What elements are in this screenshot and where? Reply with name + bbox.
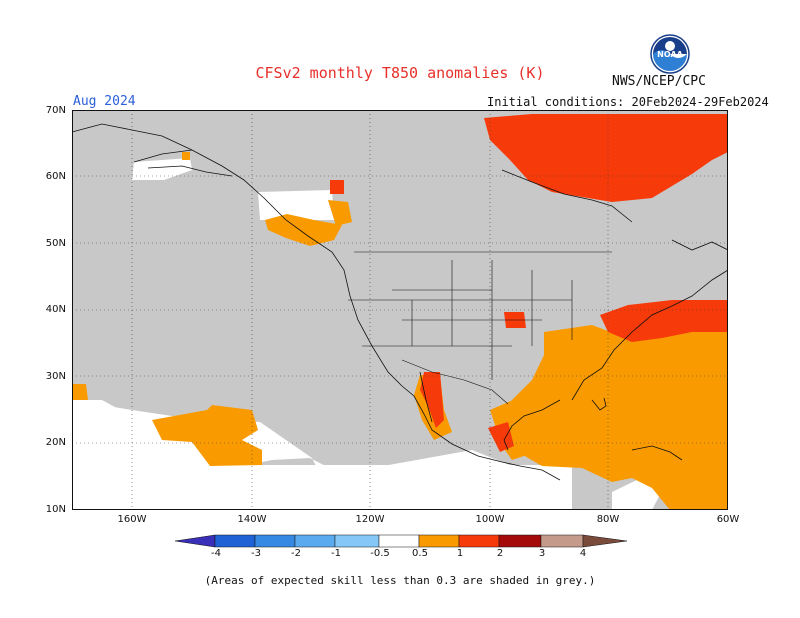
colorbar-label: -1 [331,548,341,559]
colorbar-label: 3 [538,548,546,559]
colorbar-swatch [175,534,216,548]
lon-label: 60W [716,514,740,525]
lat-label: 40N [45,304,66,315]
initial-conditions: Initial conditions: 20Feb2024-29Feb2024 [487,95,769,109]
colorbar-swatch [294,534,336,548]
lat-label: 20N [45,437,66,448]
coastlines [72,123,728,481]
lon-label: 160W [117,514,147,525]
lat-label: 60N [45,171,66,182]
colorbar-swatch [498,534,542,548]
colorbar-swatch [458,534,500,548]
colorbar [175,534,627,548]
strong-warm-region-baja [420,372,444,428]
colorbar-swatch [582,534,627,548]
colorbar-swatch [378,534,420,548]
borders [348,251,612,405]
warm-region-southeast [502,325,728,510]
lon-label: 140W [237,514,267,525]
colorbar-label: 1 [456,548,464,559]
colorbar-label: -0.5 [370,548,390,559]
neutral-region-bc [258,190,334,220]
logo-text: NOAA [657,50,683,59]
lat-label: 10N [45,504,66,515]
lon-label: 100W [475,514,505,525]
colorbar-label: -2 [291,548,301,559]
graticule [72,110,728,510]
colorbar-swatch [418,534,460,548]
strong-warm-region-bc-north [330,180,344,194]
strong-warm-region-canada-north [484,114,728,202]
colorbar-label: 4 [579,548,587,559]
lon-label: 80W [596,514,620,525]
colorbar-swatch [214,534,256,548]
strong-warm-region-mexico-south [488,422,514,452]
colorbar-swatch [334,534,380,548]
neutral-region-south [72,465,572,510]
colorbar-swatch [540,534,584,548]
warm-region-alberta [328,200,352,226]
neutral-region-pacific-south [72,400,160,466]
forecast-month: Aug 2024 [73,94,136,109]
colorbar-swatch [254,534,296,548]
lat-label: 30N [45,371,66,382]
chart-title: CFSv2 monthly T850 anomalies (K) [255,64,545,82]
lat-label: 70N [45,105,66,116]
warm-region-bc-coast [265,214,342,246]
warm-region-hawaii [152,405,262,466]
colorbar-label: -3 [251,548,261,559]
lon-label: 120W [355,514,385,525]
colorbar-label: -4 [211,548,221,559]
warm-region-pacific-west [72,384,88,400]
colorbar-label: 0.5 [412,548,428,559]
anomaly-map [72,110,728,510]
skill-footnote: (Areas of expected skill less than 0.3 a… [204,574,596,587]
lat-label: 50N [45,238,66,249]
colorbar-label: 2 [496,548,504,559]
neutral-region-alaska [132,158,192,180]
noaa-logo: NOAA [650,34,690,74]
organization-label: NWS/NCEP/CPC [612,74,706,89]
warm-region-alaska-patch [182,152,190,160]
